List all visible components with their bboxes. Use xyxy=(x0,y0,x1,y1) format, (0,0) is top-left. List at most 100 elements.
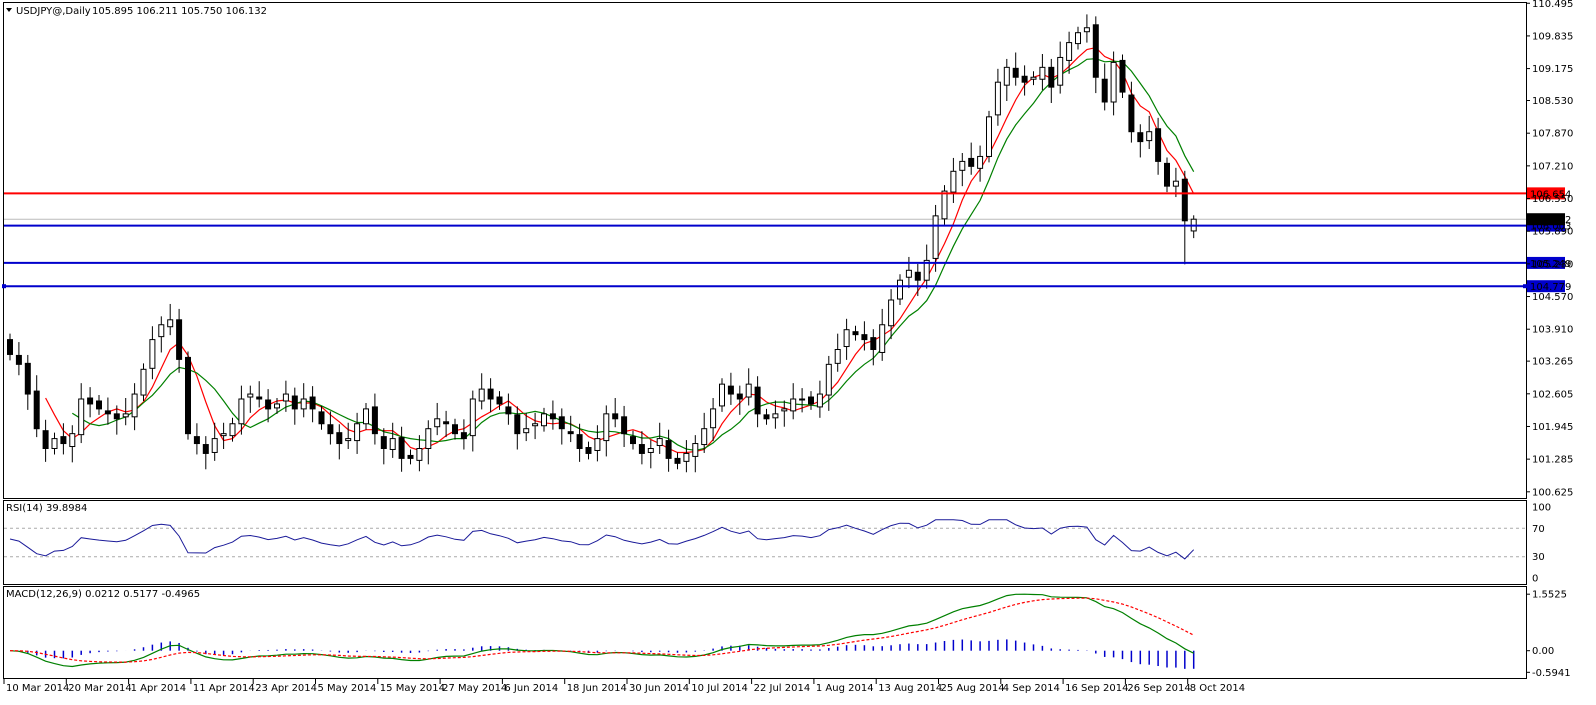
price-tick-label: 110.495 xyxy=(1532,0,1573,10)
rsi-indicator: 100 70 30 0 xyxy=(4,503,1551,585)
candle-body xyxy=(256,396,263,400)
horizontal-levels[interactable]: 106.654 106.003 105.249 104.779 xyxy=(2,187,1571,293)
candle-body xyxy=(994,81,1001,116)
candle-body xyxy=(683,452,690,462)
candle xyxy=(1128,81,1135,143)
candle-body xyxy=(1012,67,1019,78)
price-tick-label: 108.530 xyxy=(1532,96,1573,107)
candle xyxy=(398,426,405,472)
candle xyxy=(905,256,912,289)
candle xyxy=(327,411,334,445)
candle-body xyxy=(1128,94,1135,133)
candle-body xyxy=(15,354,22,365)
candle xyxy=(434,402,441,436)
candle-body xyxy=(1172,180,1179,187)
candle xyxy=(318,405,325,430)
candle xyxy=(371,393,378,445)
candle-body xyxy=(291,395,298,410)
candle-body xyxy=(852,331,859,336)
candle xyxy=(60,423,67,455)
candle-body xyxy=(1030,76,1037,80)
candle xyxy=(968,142,975,175)
rsi-label: RSI(14) 39.8984 xyxy=(6,503,87,514)
candle xyxy=(781,400,788,427)
dropdown-triangle-icon[interactable] xyxy=(6,8,12,12)
candle-body xyxy=(51,438,58,450)
time-tick-label: 16 Sep 2014 xyxy=(1065,683,1128,694)
time-tick-label: 30 Jun 2014 xyxy=(629,683,689,694)
candle xyxy=(888,289,895,340)
time-tick-label: 13 Aug 2014 xyxy=(878,683,942,694)
rsi-level-label: 30 xyxy=(1532,552,1545,563)
candle xyxy=(1155,117,1162,175)
time-tick-label: 1 Aug 2014 xyxy=(816,683,874,694)
candle-body xyxy=(478,388,485,402)
ma-fast-line xyxy=(45,46,1195,454)
price-tick-label: 106.550 xyxy=(1532,194,1573,205)
candle-body xyxy=(371,406,378,435)
candle-body xyxy=(7,339,13,355)
candle-body xyxy=(282,393,289,402)
candle xyxy=(514,406,521,450)
candle-body xyxy=(763,414,770,420)
candle xyxy=(1012,52,1019,86)
candle xyxy=(852,325,859,341)
price-tick-label: 103.910 xyxy=(1532,325,1573,336)
candle-body xyxy=(790,398,797,412)
candle-body xyxy=(745,383,752,398)
candle-body xyxy=(1021,75,1028,83)
candle xyxy=(443,410,450,438)
time-tick-label: 23 Apr 2014 xyxy=(255,683,317,694)
candle-body xyxy=(149,339,156,369)
level-price-tag-bg xyxy=(1527,256,1565,269)
candle xyxy=(1119,54,1126,99)
candle-body xyxy=(345,438,352,442)
candle xyxy=(977,145,984,182)
candle-body xyxy=(158,324,165,338)
candle-body xyxy=(541,413,547,427)
candle-body xyxy=(656,438,663,447)
candle-body xyxy=(229,423,236,437)
candle-body xyxy=(496,396,503,405)
price-tick-label: 101.945 xyxy=(1532,422,1573,433)
candle xyxy=(763,408,770,425)
candle-body xyxy=(986,116,992,157)
candle-body xyxy=(211,438,218,453)
candle-body xyxy=(407,454,414,459)
candle xyxy=(736,385,743,415)
level-price-tag: 105.249 xyxy=(1527,256,1571,270)
rsi-level-label: 0 xyxy=(1532,574,1538,585)
candle-body xyxy=(1137,132,1144,143)
candle xyxy=(656,422,663,454)
candle-body xyxy=(816,393,823,408)
candle xyxy=(265,389,272,423)
candle-body xyxy=(42,430,49,449)
candle xyxy=(274,398,280,414)
candle-body xyxy=(389,438,396,450)
ohlc-label: 105.895 106.211 105.750 106.132 xyxy=(92,6,267,17)
candle xyxy=(594,425,601,462)
candle xyxy=(1003,58,1010,102)
candle xyxy=(33,375,40,438)
candle-body xyxy=(487,388,494,400)
candle xyxy=(220,422,227,449)
candle xyxy=(612,398,619,428)
candle xyxy=(1110,51,1117,116)
candle-body xyxy=(1146,131,1153,142)
candle xyxy=(897,274,903,305)
candle-body xyxy=(736,393,743,400)
candle-body xyxy=(1110,61,1117,103)
candle-body xyxy=(870,337,877,350)
candle-body xyxy=(665,440,672,459)
candle-body xyxy=(647,448,654,453)
candle-body xyxy=(914,271,921,281)
candle-body xyxy=(781,408,788,412)
candle xyxy=(389,422,396,458)
time-tick-label: 18 Jun 2014 xyxy=(567,683,627,694)
candle-body xyxy=(692,443,699,457)
main-panel-frame xyxy=(3,2,1527,499)
candle-body xyxy=(861,334,868,341)
level-price-tag-text: 106.654 xyxy=(1530,189,1571,200)
candle xyxy=(229,417,236,442)
